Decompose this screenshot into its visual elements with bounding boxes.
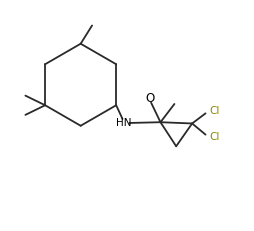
Text: O: O bbox=[145, 92, 154, 105]
Text: Cl: Cl bbox=[209, 106, 219, 116]
Text: HN: HN bbox=[116, 119, 131, 128]
Text: Cl: Cl bbox=[209, 132, 219, 142]
